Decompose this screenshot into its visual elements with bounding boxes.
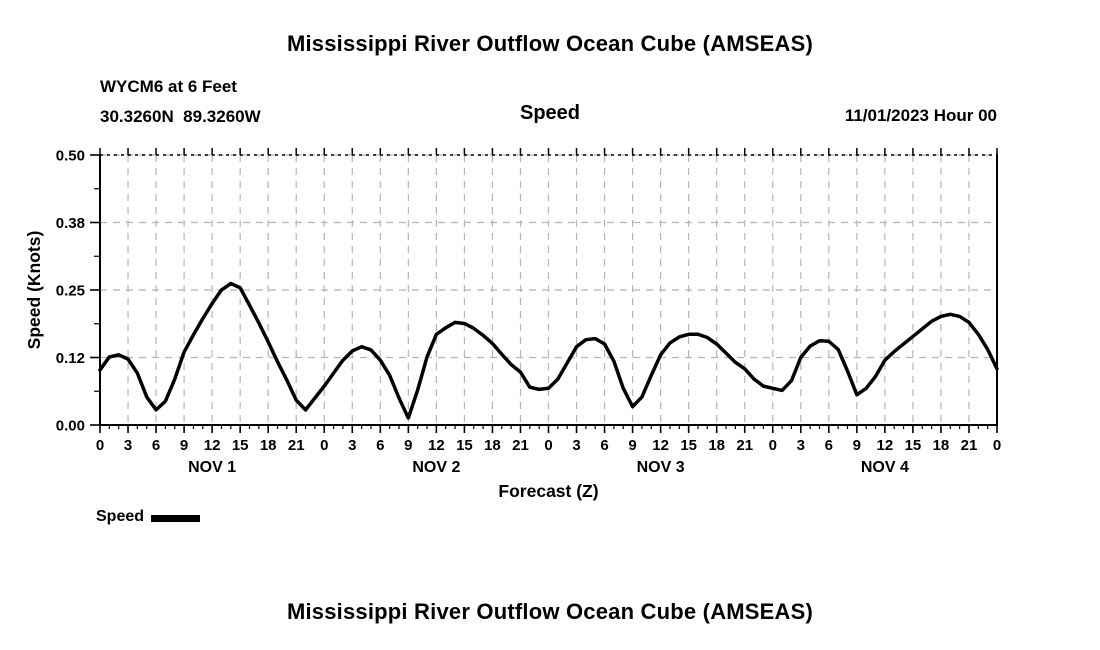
page-title: Mississippi River Outflow Ocean Cube (AM…	[286, 31, 814, 56]
x-axis-title: Forecast (Z)	[498, 481, 598, 501]
svg-text:12: 12	[428, 437, 445, 454]
svg-text:NOV 3: NOV 3	[637, 459, 685, 476]
svg-text:9: 9	[404, 437, 412, 454]
svg-text:6: 6	[152, 437, 160, 454]
svg-text:0: 0	[544, 437, 552, 454]
svg-text:9: 9	[853, 437, 861, 454]
x-axis	[99, 424, 998, 433]
svg-text:0: 0	[320, 437, 328, 454]
svg-text:18: 18	[484, 437, 501, 454]
svg-text:NOV 1: NOV 1	[188, 459, 236, 476]
station-coordinates: 30.3260N 89.3260W	[100, 107, 261, 126]
svg-text:15: 15	[905, 437, 922, 454]
svg-text:6: 6	[600, 437, 608, 454]
svg-text:9: 9	[180, 437, 188, 454]
svg-text:21: 21	[736, 437, 753, 454]
svg-text:0: 0	[769, 437, 777, 454]
svg-text:0.00: 0.00	[56, 418, 85, 435]
svg-text:0: 0	[96, 437, 104, 454]
svg-text:6: 6	[825, 437, 833, 454]
svg-text:15: 15	[680, 437, 697, 454]
svg-text:12: 12	[204, 437, 221, 454]
bottom-page-title: Mississippi River Outflow Ocean Cube (AM…	[286, 599, 814, 624]
speed-chart-svg: 0.00 0.12 0.25 0.38 0.50 0 3 6 9 12 15 18 21 0 3 6 9 12 15…	[24, 148, 1001, 502]
svg-text:21: 21	[961, 437, 978, 454]
y-axis	[90, 154, 101, 426]
y-axis-title: Speed (Knots)	[24, 231, 44, 350]
svg-text:0.50: 0.50	[56, 148, 85, 165]
svg-text:21: 21	[512, 437, 529, 454]
svg-text:Forecast (Z): Forecast (Z)	[498, 481, 598, 501]
run-date: 11/01/2023 Hour 00	[844, 106, 997, 125]
svg-text:18: 18	[708, 437, 725, 454]
legend: Speed	[96, 506, 201, 528]
top-axis	[99, 148, 998, 156]
svg-text:21: 21	[288, 437, 305, 454]
svg-text:Speed (Knots): Speed (Knots)	[24, 231, 44, 350]
svg-text:12: 12	[877, 437, 894, 454]
svg-text:3: 3	[572, 437, 580, 454]
svg-text:18: 18	[933, 437, 950, 454]
svg-text:3: 3	[797, 437, 805, 454]
svg-text:0.38: 0.38	[56, 215, 85, 232]
panel-title: Speed	[519, 102, 581, 124]
svg-text:18: 18	[260, 437, 277, 454]
svg-text:9: 9	[628, 437, 636, 454]
svg-text:6: 6	[376, 437, 384, 454]
svg-text:NOV 2: NOV 2	[412, 459, 460, 476]
legend-line-swatch	[151, 515, 201, 522]
svg-text:15: 15	[232, 437, 249, 454]
station-label: WYCM6 at 6 Feet	[100, 77, 237, 96]
svg-text:12: 12	[652, 437, 669, 454]
svg-text:15: 15	[456, 437, 473, 454]
grid	[100, 154, 997, 425]
x-tick-labels: 0 3 6 9 12 15 18 21 0 3 6 9 12 15 18 21 0 3 6 9 12 15 18 21 0 3 6 9…	[96, 437, 1001, 454]
speed-line	[98, 281, 999, 420]
svg-text:0.25: 0.25	[56, 283, 85, 300]
svg-text:0: 0	[993, 437, 1001, 454]
legend-label: Speed	[96, 508, 145, 525]
svg-text:3: 3	[348, 437, 356, 454]
day-labels: NOV 1 NOV 2 NOV 3 NOV 4	[188, 459, 909, 476]
svg-text:NOV 4: NOV 4	[861, 459, 909, 476]
svg-text:0.12: 0.12	[56, 350, 85, 367]
y-tick-labels: 0.00 0.12 0.25 0.38 0.50	[56, 148, 85, 435]
svg-text:3: 3	[124, 437, 132, 454]
speed-chart: 0.00 0.12 0.25 0.38 0.50 0 3 6 9 12 15 18 21 0 3 6 9 12 15…	[0, 140, 1100, 530]
